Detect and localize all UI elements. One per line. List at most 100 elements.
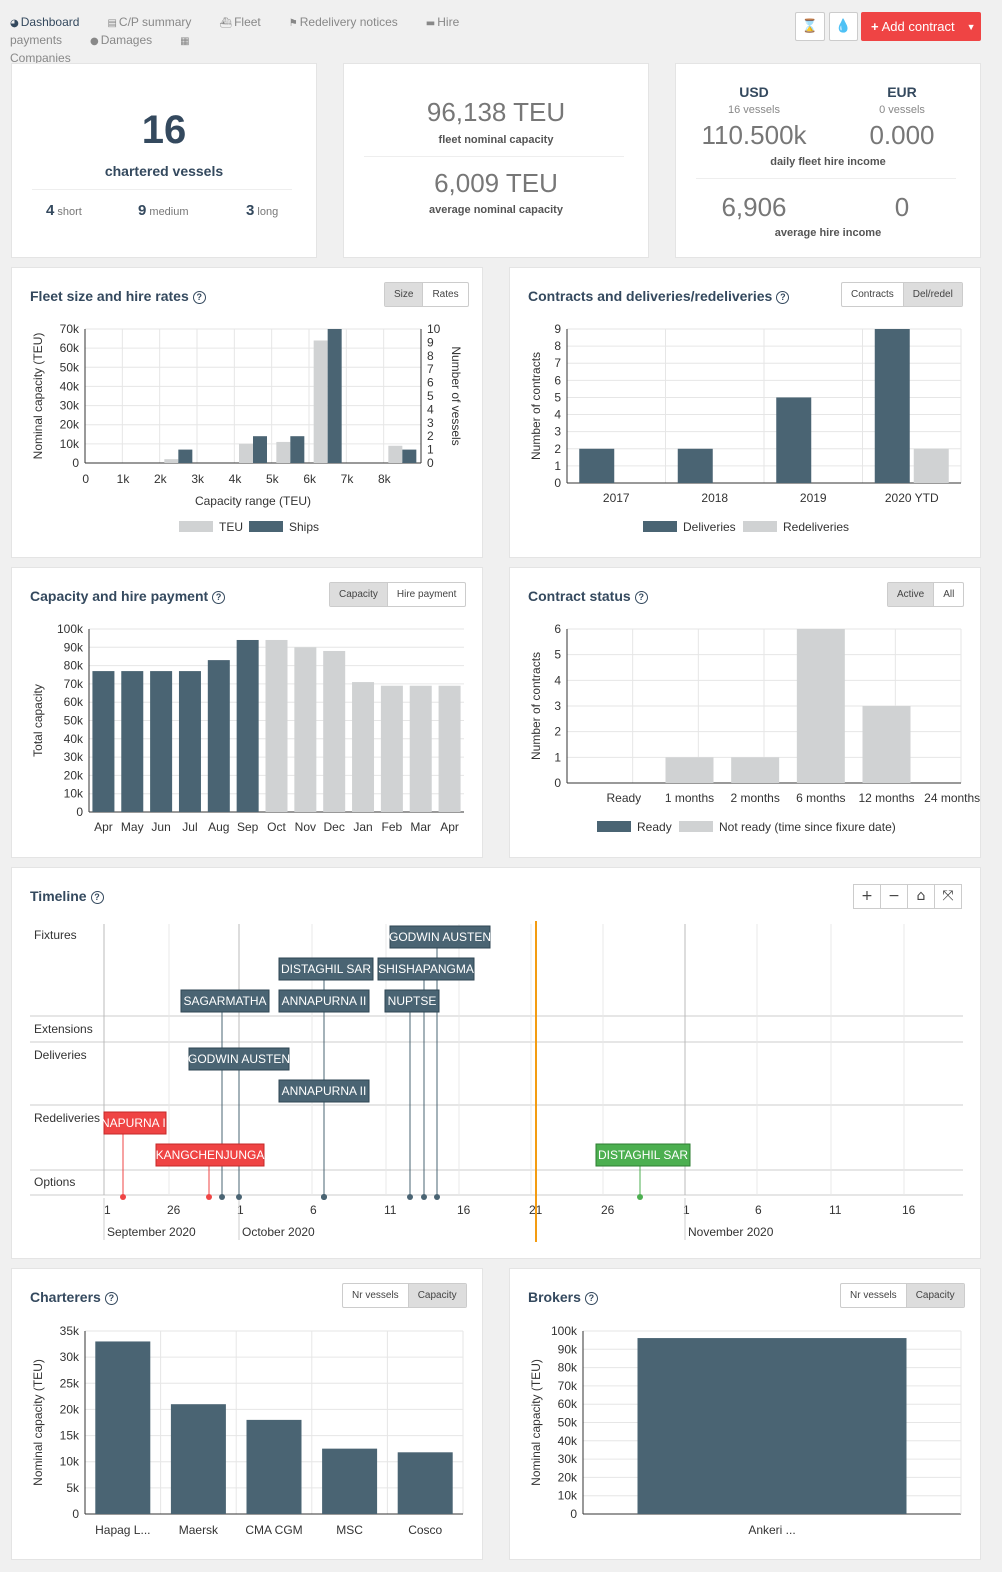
charterers-chart: 0 5k 10k 15k 20k 25k 30k 35k Hapag L... Maersk CMA… [31, 1324, 464, 1537]
ships-bar [327, 329, 342, 463]
capacity-bar [438, 685, 461, 812]
delredel-button[interactable]: Del/redel [902, 283, 962, 306]
capacity-button[interactable]: Capacity [905, 1284, 964, 1307]
nav-damages[interactable]: ● Damages [90, 33, 153, 47]
all-button[interactable]: All [933, 583, 963, 606]
legend-label: Not ready (time since fixure date) [719, 820, 896, 834]
nav-hire-payments[interactable]: ▬ Hire payments [10, 15, 460, 47]
plus-icon: + [861, 888, 873, 904]
fit-button[interactable]: ⤧ [934, 884, 962, 909]
x-axis-label: Capacity range (TEU) [195, 494, 311, 508]
nav-companies[interactable]: Companies [10, 51, 71, 65]
y-tick-label: 70k [60, 322, 80, 336]
nav-dashboard[interactable]: ◕ Dashboard [10, 15, 80, 29]
y2-tick-label: 0 [427, 456, 434, 470]
hire-payment-button[interactable]: Hire payment [386, 583, 465, 606]
x-tick-label: 2020 YTD [885, 491, 939, 505]
y-tick-label: 40k [558, 1434, 578, 1448]
legend-label: TEU [219, 520, 243, 534]
redeliveries-bar [913, 448, 949, 483]
panel-title: Charterers? [30, 1289, 118, 1305]
drop-icon: 💧 [835, 19, 852, 34]
timeline-item-label: GODWIN AUSTEN [389, 930, 491, 944]
timeline-item [278, 989, 370, 1013]
usd-avg-value: 6,906 [721, 192, 787, 222]
legend-swatch [743, 521, 777, 532]
nav-cp-summary[interactable]: ▤ C/P summary [107, 15, 192, 29]
help-icon[interactable]: ? [584, 1292, 598, 1305]
x-tick-label: 12 months [858, 791, 914, 805]
help-icon[interactable]: ? [192, 291, 206, 304]
nr-vessels-button[interactable]: Nr vessels [352, 1290, 399, 1301]
avg-capacity-value: 6,009 TEU [434, 168, 558, 198]
divider [32, 189, 292, 190]
add-contract-button[interactable]: + Add contract ▼ [861, 12, 981, 41]
item-dot [321, 1194, 327, 1200]
timeline-item [155, 1143, 265, 1167]
money-icon: ▬ [425, 18, 436, 29]
help-icon[interactable]: ? [634, 591, 648, 604]
rates-button[interactable]: Rates [422, 283, 467, 306]
nr-vessels-button[interactable]: Nr vessels [850, 1290, 897, 1301]
contracts-panel: Contracts and deliveries/redeliveries? C… [509, 267, 981, 558]
y-tick-label: 10k [60, 437, 80, 451]
y-tick-label: 20k [558, 1470, 578, 1484]
capacity-bar [352, 682, 375, 812]
ships-bar [290, 436, 305, 463]
teu-bar [276, 441, 291, 463]
contracts-button[interactable]: Contracts [851, 289, 894, 300]
drop-button[interactable]: 💧 [829, 12, 858, 41]
timeline-item-label: SHISHAPANGMA [378, 962, 474, 976]
y2-tick-label: 8 [427, 349, 434, 363]
x-tick-label: Dec [324, 820, 345, 834]
capacity-bar [294, 647, 317, 812]
x-tick-label: Feb [382, 820, 403, 834]
home-icon: ⌂ [916, 888, 926, 904]
nav-fleet[interactable]: ⛴ Fleet [219, 15, 261, 29]
deliveries-bar [677, 448, 713, 483]
y-tick-label: 70k [64, 677, 84, 691]
capacity-button[interactable]: Capacity [407, 1284, 466, 1307]
capacity-bar [265, 639, 288, 812]
time-tick-label: 16 [902, 1203, 916, 1217]
dashboard-icon: ◕ [10, 18, 19, 29]
active-button[interactable]: Active [888, 583, 934, 606]
usd-vessels: 16 vessels [728, 104, 780, 116]
timeline-item-label: ANNAPURNA II [282, 1084, 367, 1098]
x-tick-label: 24 months [924, 791, 980, 805]
fleet-capacity-value: 96,138 TEU [426, 97, 566, 127]
chartered-count: 16 [141, 108, 187, 152]
x-tick-label: CMA CGM [245, 1523, 302, 1537]
nav-redelivery-notices[interactable]: ⚑ Redelivery notices [288, 15, 398, 29]
time-tick-label: 1 [104, 1203, 111, 1217]
y2-tick-label: 7 [427, 362, 434, 376]
help-icon[interactable]: ? [104, 1292, 118, 1305]
broker-bar [637, 1338, 907, 1514]
y-axis-label: Number of contracts [529, 652, 543, 760]
item-dot [236, 1194, 242, 1200]
help-icon[interactable]: ? [212, 591, 226, 604]
timeline-controls: + − ⌂ ⤧ [853, 884, 962, 909]
time-tick-label: 26 [601, 1203, 615, 1217]
x-tick-label: MSC [336, 1523, 363, 1537]
y-tick-label: 30k [558, 1452, 578, 1466]
capacity-button[interactable]: Capacity [330, 583, 387, 606]
timeline-item [377, 957, 475, 981]
y-axis-label: Nominal capacity (TEU) [31, 333, 45, 460]
y-tick-label: 0 [570, 1507, 577, 1521]
charterers-toggle: Nr vessels Capacity [342, 1283, 467, 1308]
deliveries-bar [874, 329, 910, 483]
status-chart: 0 1 2 3 4 5 6 Ready 1 months 2 months 6 months 12 m… [529, 622, 980, 834]
capacity-bar [409, 685, 432, 812]
not-ready-bar [665, 757, 714, 783]
fleet-size-panel: Fleet size and hire rates? Size Rates 0 10… [11, 267, 483, 558]
y-tick-label: 4 [554, 673, 561, 687]
hourglass-button[interactable]: ⌛ [795, 12, 825, 41]
y-tick-label: 50k [558, 1416, 578, 1430]
y-tick-label: 5k [66, 1481, 80, 1495]
help-icon[interactable]: ? [90, 891, 104, 904]
help-icon[interactable]: ? [776, 291, 790, 304]
size-button[interactable]: Size [385, 283, 423, 306]
y2-tick-label: 1 [427, 443, 434, 457]
